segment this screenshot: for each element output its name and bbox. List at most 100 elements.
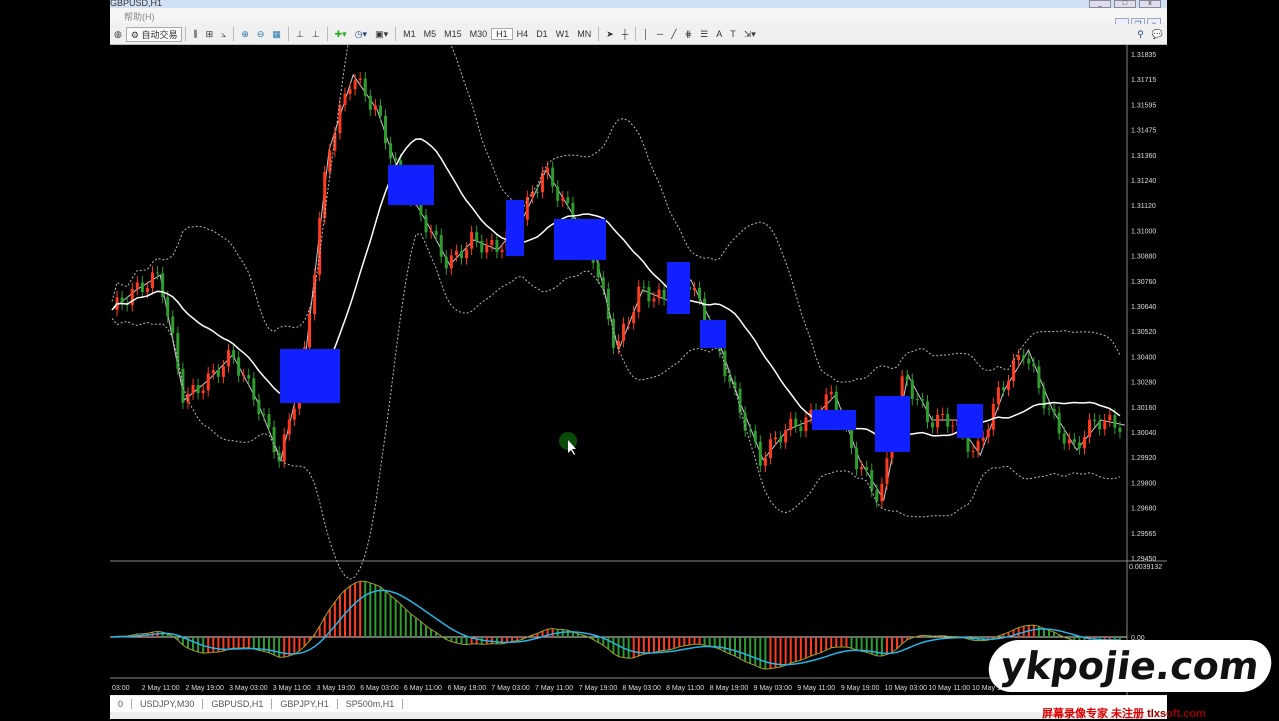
candle-body [652, 298, 656, 302]
candle-body [784, 430, 788, 443]
candle-body [161, 273, 165, 297]
candle-body [951, 425, 955, 427]
candle-body [692, 287, 696, 290]
candle-body [885, 458, 889, 484]
line-chart-icon[interactable]: ⦣ [221, 28, 227, 39]
candle-body [530, 191, 534, 197]
candle-body [748, 430, 752, 432]
signal-box [388, 165, 434, 205]
price-tick: 1.29450 [1131, 556, 1156, 563]
time-tick: 10 May 03:00 [885, 685, 928, 692]
time-tick: 2 May 19:00 [185, 685, 224, 692]
candle-body [363, 78, 367, 96]
arrows-icon[interactable]: ⇲▾ [743, 28, 756, 39]
crosshair-icon[interactable]: ┼ [621, 29, 629, 39]
candle-body [211, 370, 215, 374]
candle-body [221, 366, 225, 377]
time-tick: 7 May 11:00 [535, 685, 573, 692]
close-button[interactable]: x [1139, 0, 1161, 8]
tf-M30[interactable]: M30 [469, 29, 488, 39]
chart-tab[interactable]: GBPUSD,H1 [203, 699, 273, 709]
periods-icon[interactable]: ◷▾ [354, 28, 368, 39]
fibonacci-icon[interactable]: ☰ [700, 28, 709, 39]
candle-body [571, 202, 575, 225]
candle-body [525, 196, 529, 220]
tf-M1[interactable]: M1 [403, 29, 416, 39]
tf-H1[interactable]: H1 [491, 28, 513, 40]
candle-body [176, 333, 180, 369]
chart-tab[interactable]: 0 [110, 699, 133, 709]
candle-body [490, 240, 494, 245]
moving-average-line [111, 138, 1121, 441]
signal-box [875, 396, 910, 452]
candle-body [394, 158, 398, 161]
candle-body [206, 373, 210, 391]
candle-body [1072, 439, 1076, 443]
time-tick: 03:00 [112, 685, 130, 692]
candle-body [328, 150, 332, 173]
candle-body [834, 391, 838, 415]
candle-body [308, 314, 312, 348]
tf-M15[interactable]: M15 [444, 29, 462, 39]
candle-body [829, 391, 833, 395]
candle-body [1047, 408, 1051, 410]
tf-M5[interactable]: M5 [423, 29, 437, 39]
lower-band-line [111, 233, 1121, 580]
candle-body [546, 167, 550, 174]
candle-body [632, 311, 636, 324]
candle-body [348, 89, 352, 94]
chart-tab[interactable]: SP500m,H1 [338, 699, 404, 709]
chart-tab[interactable]: GBPJPY,H1 [272, 699, 338, 709]
chart-tab[interactable]: USDJPY,M30 [132, 699, 204, 709]
templates-icon[interactable]: ▣▾ [375, 28, 389, 39]
menu-help[interactable]: 帮助(H) [124, 12, 155, 22]
candle-body [135, 282, 139, 289]
terminal-window: GBPUSD,H1 _□x 帮助(H) -❐× ◍ ⚙ 自动交易 ⫼ ⊞ ⦣ ⊕ ⊖ ▦… [110, 0, 1167, 719]
trendline-icon[interactable]: ╱ [671, 28, 677, 39]
tf-H4[interactable]: H4 [516, 29, 529, 39]
menu-bar: 帮助(H) -❐× [110, 8, 1167, 31]
candle-body [1067, 439, 1071, 444]
tf-D1[interactable]: D1 [536, 29, 548, 39]
candle-body [500, 249, 504, 252]
auto-trade-button[interactable]: ⚙ 自动交易 [125, 26, 183, 42]
search-icon[interactable]: ⚲ [1137, 28, 1144, 39]
watermark-logo: ykpojie.com [985, 640, 1275, 692]
candle-body [495, 240, 499, 252]
status-bar [110, 712, 1167, 719]
autoscroll-icon[interactable]: ⊥ [311, 28, 320, 39]
indicators-icon[interactable]: ✚▾ [334, 28, 347, 39]
text-icon[interactable]: A [716, 29, 723, 39]
candle-body [996, 387, 1000, 405]
tile-windows-icon[interactable]: ▦ [272, 28, 281, 39]
text-label-icon[interactable]: T [730, 29, 736, 39]
chart-shift-icon[interactable]: ⊥ [295, 28, 304, 39]
time-tick: 7 May 03:00 [491, 685, 530, 692]
candle-body [338, 105, 342, 134]
price-chart[interactable]: 1.31835 1.31715 1.31595 1.31475 1.31360 1.312… [110, 0, 1167, 695]
candle-body [1052, 409, 1056, 413]
price-tick: 1.30640 [1131, 304, 1156, 311]
candle-body [870, 470, 874, 491]
zoom-out-icon[interactable]: ⊖ [256, 28, 265, 39]
candle-chart-icon[interactable]: ⊞ [205, 28, 214, 39]
candle-body [976, 440, 980, 452]
tf-MN[interactable]: MN [577, 29, 592, 39]
bar-chart-icon[interactable]: ⫼ [193, 28, 198, 39]
globe-icon[interactable]: ◍ [114, 28, 122, 39]
candle-body [191, 385, 195, 394]
channel-icon[interactable]: ⋕ [684, 28, 693, 39]
maximize-button[interactable]: □ [1114, 0, 1136, 8]
tf-W1[interactable]: W1 [555, 29, 570, 39]
signal-box [506, 200, 524, 256]
indicator-top-tick: 0.0039132 [1129, 564, 1162, 571]
vertical-line-icon[interactable]: │ [643, 29, 649, 39]
candle-body [622, 323, 626, 341]
horizontal-line-icon[interactable]: ─ [656, 29, 664, 39]
cursor-icon[interactable]: ➤ [606, 28, 614, 39]
candle-body [596, 263, 600, 278]
minimize-button[interactable]: _ [1089, 0, 1111, 8]
chat-icon[interactable]: 💬 [1151, 28, 1163, 39]
zoom-in-icon[interactable]: ⊕ [241, 28, 249, 39]
candle-body [991, 404, 995, 430]
